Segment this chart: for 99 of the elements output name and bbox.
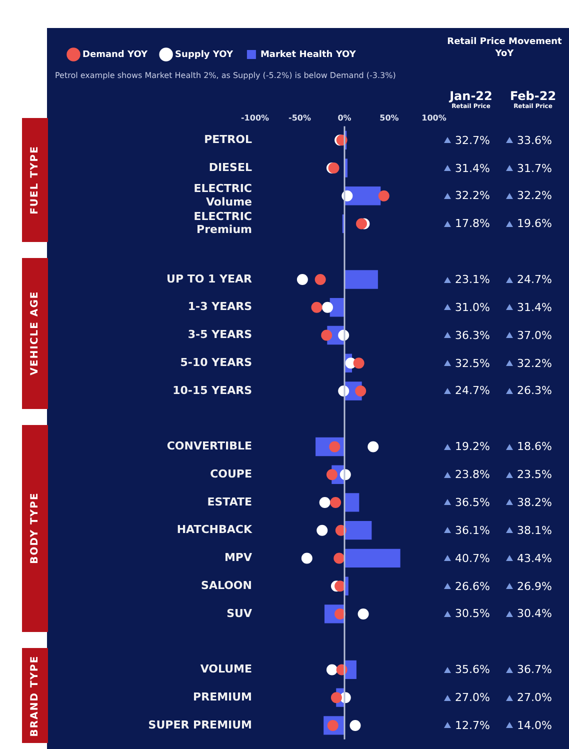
text: 12.7%	[455, 718, 490, 732]
text: 33.6%	[517, 134, 552, 147]
text: 23.1%	[455, 273, 490, 286]
text: 18.6%	[517, 440, 552, 454]
point	[353, 358, 364, 369]
y-tick-label: 5-10 YEARS	[180, 356, 252, 369]
text: BODY TYPE	[30, 492, 40, 564]
text: VEHICLE AGE	[30, 291, 40, 376]
point	[330, 692, 342, 704]
text: 36.7%	[517, 663, 552, 676]
point	[356, 218, 368, 230]
x-tick-label: 100%	[422, 113, 446, 122]
y-tick-label: 3-5 YEARS	[188, 328, 252, 342]
point	[355, 385, 366, 396]
point	[330, 496, 342, 508]
x-tick-label: 50%	[380, 113, 399, 122]
y-tick-label: CONVERTIBLE	[166, 440, 252, 453]
text: 27.0%	[455, 691, 490, 704]
y-tick-label: COUPE	[210, 467, 252, 480]
text: 31.0%	[455, 300, 490, 314]
point	[296, 274, 308, 285]
text: Retail Price Movement YoY	[446, 36, 563, 60]
text: 14.0%	[517, 718, 552, 732]
text: FUEL TYPE	[30, 145, 40, 214]
text: 32.5%	[455, 356, 490, 370]
text: 19.2%	[455, 440, 490, 454]
y-tick-label: HATCHBACK	[176, 523, 252, 536]
legend-label: Supply YOY	[175, 50, 234, 60]
bar	[344, 548, 400, 568]
point	[334, 608, 346, 620]
y-tick-label: MPV	[224, 551, 252, 564]
point	[326, 469, 338, 480]
y-tick-label: SUPER PREMIUM	[148, 718, 252, 732]
text: 31.4%	[517, 300, 552, 314]
y-tick-label: ESTATE	[207, 495, 252, 508]
text: BRAND TYPE	[30, 654, 40, 736]
text: 26.9%	[517, 580, 552, 593]
y-tick-label: ELECTRIC Volume	[194, 182, 252, 208]
text: 26.6%	[455, 580, 490, 593]
text: 32.2%	[517, 189, 552, 202]
bar	[344, 521, 372, 540]
text: 31.7%	[517, 162, 552, 174]
text: 36.1%	[455, 524, 490, 537]
text: Jan-22	[448, 88, 494, 103]
text: 38.2%	[517, 496, 552, 509]
point	[334, 580, 346, 592]
chart-subtitle: Petrol example shows Market Health 2%, as Supply (-5.2%) is below Demand (-3.3%)	[55, 70, 396, 80]
y-tick-label: VOLUME	[200, 662, 252, 676]
text: 23.8%	[455, 468, 490, 482]
text: 26.3%	[517, 384, 552, 398]
text: 27.0%	[517, 691, 552, 704]
text: 38.1%	[517, 524, 552, 537]
point	[358, 608, 369, 620]
x-tick-label: -100%	[240, 113, 270, 122]
point	[301, 552, 312, 564]
text: 37.0%	[517, 328, 552, 342]
x-tick-label: 0%	[338, 113, 352, 122]
y-tick-label: SALOON	[201, 578, 252, 592]
point	[319, 496, 330, 508]
y-tick-label: SUV	[226, 606, 252, 620]
point	[350, 720, 361, 731]
text: 32.7%	[455, 134, 490, 147]
text: 35.6%	[455, 663, 490, 676]
point	[321, 330, 332, 341]
y-tick-label: 10-15 YEARS	[172, 384, 252, 397]
point	[311, 302, 322, 313]
point	[326, 664, 338, 676]
y-tick-label: ELECTRIC Premium	[194, 210, 252, 236]
point	[368, 441, 379, 452]
bar	[344, 493, 360, 512]
point	[322, 302, 333, 313]
text: 36.3%	[455, 328, 490, 342]
point	[316, 524, 328, 536]
bar	[344, 270, 378, 289]
text: Feb-22	[508, 88, 558, 103]
y-tick-label: PETROL	[204, 132, 252, 146]
point	[314, 274, 326, 285]
legend-label: Demand YOY	[82, 50, 148, 60]
y-tick-label: PREMIUM	[193, 690, 252, 704]
text: 40.7%	[455, 552, 490, 565]
y-tick-label: UP TO 1 YEAR	[166, 272, 253, 286]
text: 17.8%	[455, 217, 490, 230]
text: 30.4%	[517, 607, 552, 620]
text: 43.4%	[517, 552, 552, 565]
point	[378, 190, 390, 202]
text: 31.4%	[455, 162, 490, 174]
y-tick-label: DIESEL	[208, 160, 252, 174]
text: 23.5%	[517, 468, 552, 482]
text: 36.5%	[455, 496, 490, 509]
text: 24.7%	[517, 273, 552, 286]
text: 19.6%	[517, 217, 552, 230]
text: 32.2%	[517, 356, 552, 370]
point	[334, 552, 345, 564]
text: 32.2%	[455, 189, 490, 202]
text: 30.5%	[455, 607, 490, 620]
x-tick-label: -50%	[288, 113, 311, 122]
y-tick-label: 1-3 YEARS	[188, 300, 252, 314]
legend-label: Market Health YOY	[260, 50, 356, 60]
text: 24.7%	[455, 384, 490, 398]
